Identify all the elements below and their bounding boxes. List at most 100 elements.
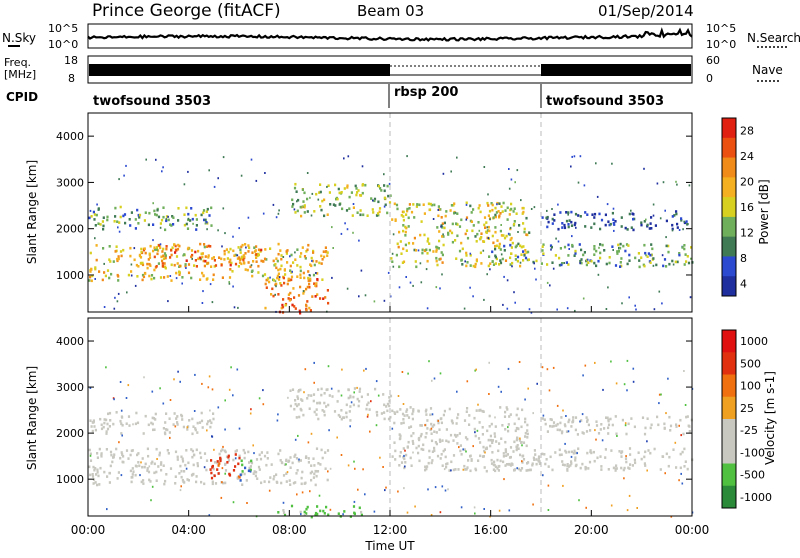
data-cell	[643, 432, 647, 436]
data-cell	[157, 465, 160, 468]
data-cell	[304, 481, 307, 485]
noise-cell	[586, 258, 589, 261]
data-cell	[479, 408, 482, 412]
data-cell	[595, 420, 598, 423]
data-cell	[366, 393, 369, 396]
data-cell	[506, 453, 509, 456]
data-cell	[321, 258, 324, 261]
data-cell	[270, 293, 273, 296]
data-cell	[402, 418, 405, 421]
data-cell	[103, 418, 106, 421]
data-cell	[430, 439, 434, 443]
data-cell	[435, 250, 438, 253]
data-cell	[644, 464, 647, 467]
data-cell	[547, 220, 550, 224]
data-cell	[427, 461, 430, 465]
data-cell	[89, 452, 92, 456]
noise-cell	[606, 203, 609, 206]
data-cell	[272, 477, 275, 481]
data-cell	[440, 417, 443, 420]
data-cell	[409, 406, 412, 409]
data-cell	[94, 428, 97, 432]
data-cell	[509, 455, 512, 459]
noise-cell	[134, 284, 137, 287]
data-cell	[296, 469, 299, 472]
data-cell	[411, 439, 414, 443]
velocity-colorbar-label: Velocity [m s-1]	[763, 371, 777, 465]
data-cell	[114, 215, 117, 218]
data-cell	[115, 245, 118, 248]
noise-cell	[610, 504, 613, 507]
data-cell	[237, 265, 240, 268]
noise-cell	[262, 389, 264, 392]
data-cell	[102, 224, 105, 228]
data-cell	[161, 259, 164, 263]
data-cell	[608, 223, 611, 227]
data-cell	[489, 262, 492, 265]
data-cell	[297, 198, 300, 202]
data-cell	[103, 271, 106, 274]
velocity-colorbar-tick-label: 25	[740, 402, 754, 415]
data-cell	[357, 404, 360, 408]
data-cell	[227, 250, 230, 254]
data-cell	[649, 253, 652, 257]
noise-cell	[661, 254, 664, 257]
data-cell	[399, 451, 402, 454]
power-colorbar-tick-label: 4	[740, 277, 747, 290]
noise-cell	[478, 229, 481, 232]
data-cell	[418, 203, 421, 207]
data-cell	[399, 408, 402, 411]
data-cell	[306, 397, 309, 400]
data-cell	[91, 475, 95, 478]
data-cell	[498, 242, 501, 246]
data-cell	[137, 213, 140, 217]
data-cell	[295, 416, 298, 419]
data-cell	[552, 424, 555, 428]
data-cell	[280, 264, 283, 268]
data-cell	[183, 223, 186, 227]
noise-cell	[678, 479, 680, 482]
noise-cell	[487, 237, 490, 240]
data-cell	[136, 208, 139, 212]
data-cell	[468, 414, 471, 417]
data-cell	[468, 423, 471, 426]
data-cell	[402, 215, 405, 218]
data-cell	[551, 425, 554, 428]
data-cell	[627, 244, 630, 247]
data-cell	[491, 439, 494, 442]
data-cell	[160, 468, 163, 472]
data-cell	[294, 211, 297, 214]
noise-cell	[475, 368, 477, 371]
data-cell	[367, 401, 370, 405]
data-cell	[524, 435, 527, 438]
data-cell	[159, 222, 162, 225]
noise-cell	[546, 281, 549, 284]
data-cell	[213, 474, 216, 478]
data-cell	[449, 433, 453, 437]
data-cell	[273, 475, 276, 478]
data-cell	[260, 248, 263, 252]
data-cell	[494, 230, 497, 234]
data-cell	[545, 216, 548, 220]
noise-cell	[626, 509, 629, 512]
data-cell	[255, 470, 258, 474]
data-cell	[305, 250, 308, 253]
data-cell	[186, 227, 190, 230]
data-cell	[686, 467, 689, 471]
data-cell	[229, 263, 232, 267]
data-cell	[141, 278, 144, 282]
data-cell	[183, 470, 186, 473]
data-cell	[526, 462, 529, 465]
data-cell	[478, 421, 481, 424]
noise-cell	[533, 262, 535, 265]
data-cell	[187, 212, 190, 216]
data-cell	[120, 422, 123, 426]
noise-cell	[437, 419, 440, 422]
data-cell	[91, 429, 94, 433]
data-cell	[165, 215, 169, 218]
data-cell	[138, 464, 141, 468]
data-cell	[142, 432, 145, 435]
data-cell	[117, 471, 120, 474]
data-cell	[257, 252, 260, 256]
data-cell	[455, 435, 458, 438]
